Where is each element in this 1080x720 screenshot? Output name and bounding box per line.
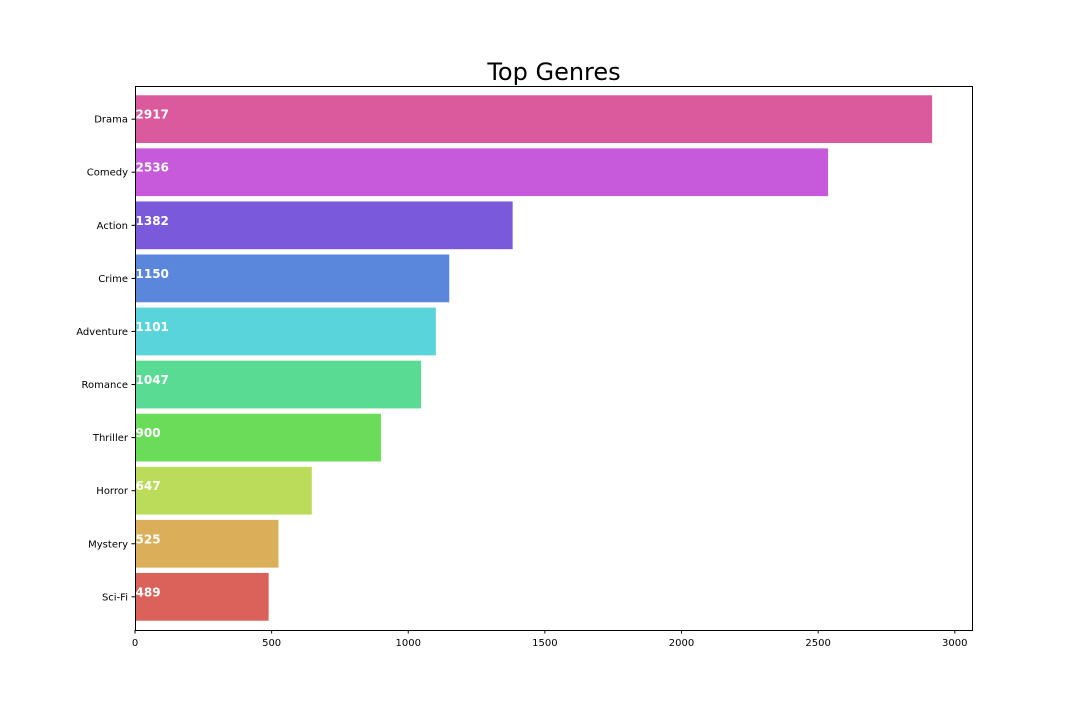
y-tick-label: Sci-Fi [102, 592, 128, 603]
y-tick-label: Comedy [87, 168, 128, 179]
bars-layer [135, 95, 933, 621]
y-axis: Drama Comedy Action Crime Adventure Romance Th… [76, 115, 135, 603]
x-tick-label: 1000 [396, 638, 421, 649]
bar-value-label: 1047 [136, 373, 169, 387]
bar-value-label: 1382 [136, 214, 169, 228]
bar-drama [135, 95, 933, 144]
y-tick-label: Drama [94, 115, 128, 126]
chart-title: Top Genres [486, 58, 620, 86]
y-tick-label: Romance [82, 380, 128, 391]
x-axis: 0 500 1000 1500 2000 2500 3000 [132, 630, 968, 649]
x-tick-label: 500 [262, 638, 281, 649]
x-tick-label: 2000 [669, 638, 694, 649]
plot-frame [135, 86, 973, 631]
bar-value-labels: 2917 2536 1382 1150 1101 1047 900 647 525 489 [136, 108, 169, 600]
bar-romance [135, 360, 422, 409]
y-tick-label: Action [97, 221, 128, 232]
bar-value-label: 2917 [136, 108, 169, 122]
x-tick-label: 3000 [942, 638, 967, 649]
bar-adventure [135, 307, 436, 356]
bar-sci-fi [135, 572, 269, 621]
bar-mystery [135, 519, 279, 568]
bar-horror [135, 466, 312, 515]
bar-action [135, 201, 513, 250]
bar-value-label: 1150 [136, 267, 169, 281]
bar-value-label: 525 [136, 532, 161, 546]
y-tick-label: Mystery [88, 539, 128, 550]
y-tick-label: Crime [98, 274, 128, 285]
bar-comedy [135, 148, 828, 197]
y-tick-label: Adventure [76, 327, 128, 338]
bar-value-label: 647 [136, 479, 161, 493]
bar-crime [135, 254, 450, 303]
bar-thriller [135, 413, 381, 462]
bar-value-label: 900 [136, 426, 161, 440]
y-tick-label: Thriller [92, 433, 129, 444]
bar-value-label: 2536 [136, 161, 169, 175]
x-tick-label: 2500 [805, 638, 830, 649]
y-tick-label: Horror [96, 486, 129, 497]
x-tick-label: 0 [132, 638, 138, 649]
bar-value-label: 489 [136, 585, 161, 599]
x-tick-label: 1500 [532, 638, 557, 649]
bar-value-label: 1101 [136, 320, 169, 334]
